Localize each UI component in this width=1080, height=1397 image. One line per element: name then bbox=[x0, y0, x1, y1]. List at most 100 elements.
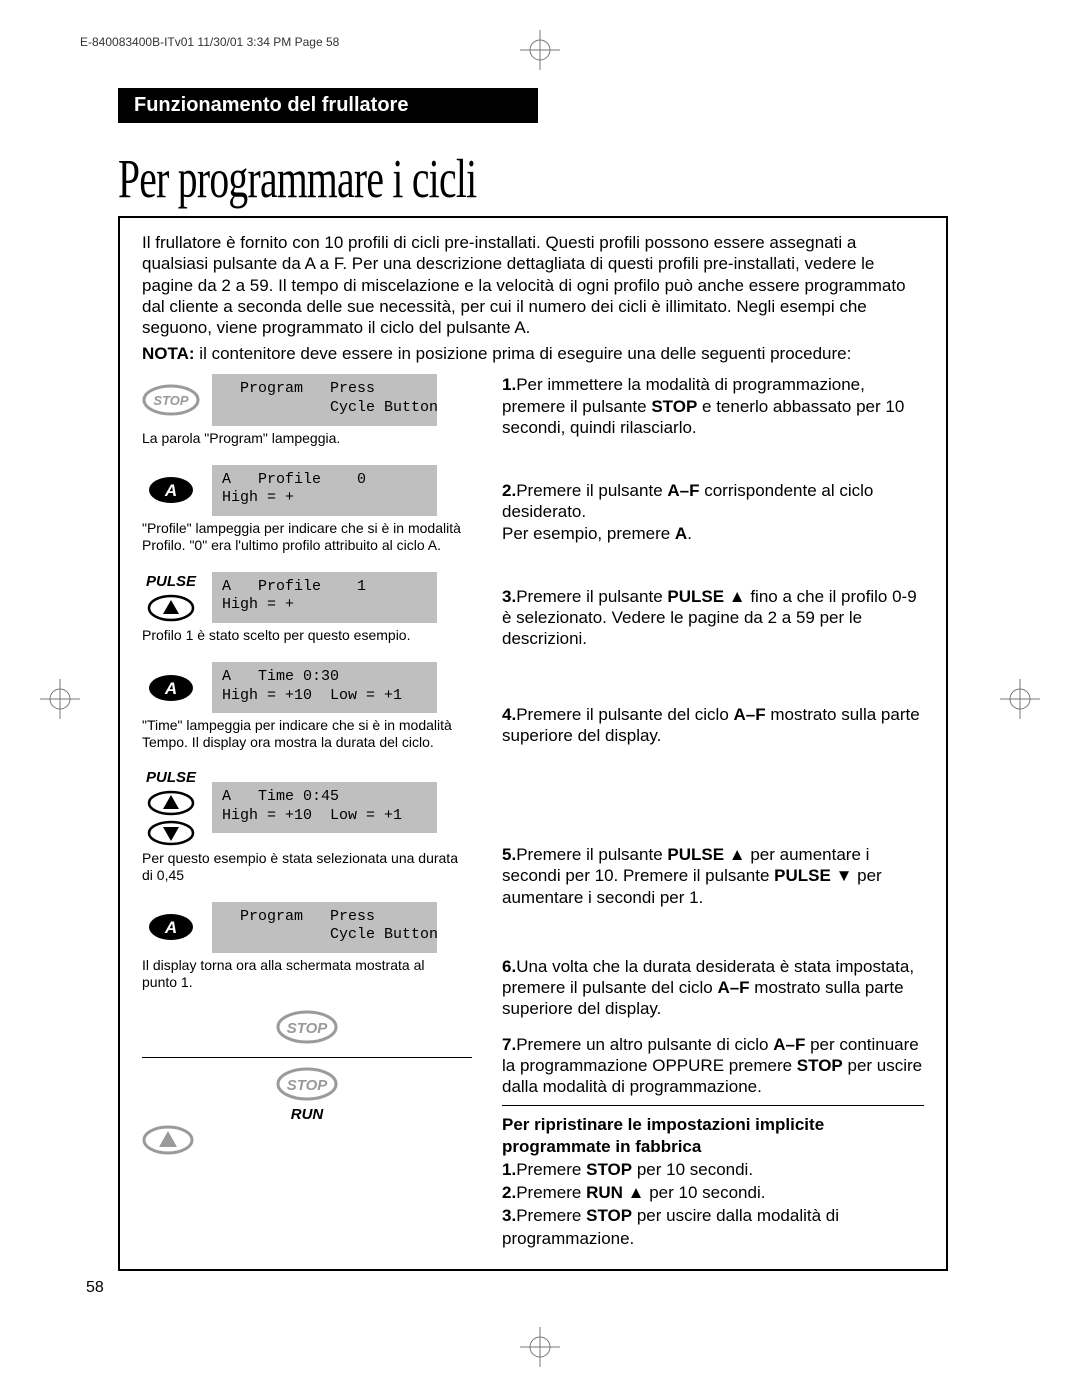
step3-a: Premere il pulsante bbox=[516, 587, 667, 606]
step2-f: . bbox=[687, 524, 692, 543]
step2-d: Per esempio, premere bbox=[502, 524, 675, 543]
stop-icon-row-1: STOP bbox=[142, 1009, 472, 1045]
reset2-c: ▲ per 10 secondi. bbox=[623, 1183, 766, 1202]
step5-a: Premere il pulsante bbox=[516, 845, 667, 864]
reset1-c: per 10 secondi. bbox=[632, 1160, 753, 1179]
step7-a: Premere un altro pulsante di ciclo bbox=[516, 1035, 773, 1054]
step3-num: 3. bbox=[502, 587, 516, 606]
reset3-b: STOP bbox=[586, 1206, 632, 1225]
svg-text:STOP: STOP bbox=[287, 1077, 329, 1094]
reset-heading: Per ripristinare le impostazioni implici… bbox=[502, 1114, 924, 1157]
run-up-icon bbox=[142, 1125, 194, 1155]
stop-icon-3: STOP bbox=[276, 1066, 338, 1102]
pulse-up-icon-2 bbox=[147, 790, 195, 816]
block-1: STOP Program Press Cycle Button La parol… bbox=[142, 374, 472, 446]
crop-mark-top bbox=[520, 30, 560, 70]
run-label: RUN bbox=[142, 1106, 472, 1123]
intro-paragraph: Il frullatore è fornito con 10 profili d… bbox=[142, 232, 924, 338]
nota-line: NOTA: il contenitore deve essere in posi… bbox=[142, 344, 924, 364]
step2-e: A bbox=[675, 524, 687, 543]
reset1-num: 1. bbox=[502, 1160, 516, 1179]
step-7: 7.Premere un altro pulsante di ciclo A–F… bbox=[502, 1034, 924, 1098]
reset-2: 2.Premere RUN ▲ per 10 secondi. bbox=[502, 1182, 924, 1205]
lcd4-line1: A Time 0:30 bbox=[222, 668, 339, 685]
svg-text:STOP: STOP bbox=[287, 1020, 329, 1037]
lcd5-line1: A Time 0:45 bbox=[222, 788, 339, 805]
lcd1-line2: Cycle Button bbox=[222, 399, 438, 416]
caption-3: Profilo 1 è stato scelto per questo esem… bbox=[142, 627, 462, 644]
reset-1: 1.Premere STOP per 10 secondi. bbox=[502, 1159, 924, 1182]
nota-text: il contenitore deve essere in posizione … bbox=[195, 344, 852, 363]
separator-2 bbox=[502, 1105, 924, 1106]
lcd2-line2: High = + bbox=[222, 489, 294, 506]
block-2: A A Profile 0 High = + "Profile" lampegg… bbox=[142, 465, 472, 554]
step4-num: 4. bbox=[502, 705, 516, 724]
right-column: 1.Per immettere la modalità di programma… bbox=[502, 374, 924, 1250]
lcd-1: Program Press Cycle Button bbox=[212, 374, 437, 426]
step5-num: 5. bbox=[502, 845, 516, 864]
content-box: Il frullatore è fornito con 10 profili d… bbox=[118, 216, 948, 1271]
lcd-4: A Time 0:30 High = +10 Low = +1 bbox=[212, 662, 437, 714]
a-button-icon-2: A bbox=[147, 673, 195, 703]
step1-b: STOP bbox=[651, 397, 697, 416]
svg-text:A: A bbox=[164, 679, 177, 698]
pulse-down-icon bbox=[147, 820, 195, 846]
step-3: 3.Premere il pulsante PULSE ▲ fino a che… bbox=[502, 586, 924, 650]
pulse-up-icon bbox=[147, 594, 195, 622]
svg-text:A: A bbox=[164, 918, 177, 937]
stop-icon: STOP bbox=[142, 384, 200, 416]
svg-text:A: A bbox=[164, 481, 177, 500]
reset2-num: 2. bbox=[502, 1183, 516, 1202]
lcd5-line2: High = +10 Low = +1 bbox=[222, 807, 402, 824]
lcd-2: A Profile 0 High = + bbox=[212, 465, 437, 517]
reset3-num: 3. bbox=[502, 1206, 516, 1225]
step2-num: 2. bbox=[502, 481, 516, 500]
reset1-a: Premere bbox=[516, 1160, 586, 1179]
separator bbox=[142, 1057, 472, 1058]
step2-b: A–F bbox=[667, 481, 699, 500]
reset-3: 3.Premere STOP per uscire dalla modalità… bbox=[502, 1205, 924, 1251]
main-heading: Per programmare i cicli bbox=[118, 147, 716, 210]
step2-a: Premere il pulsante bbox=[516, 481, 667, 500]
nota-label: NOTA: bbox=[142, 344, 195, 363]
page-content: Funzionamento del frullatore Per program… bbox=[118, 88, 948, 1271]
step4-b: A–F bbox=[734, 705, 766, 724]
lcd-3: A Profile 1 High = + bbox=[212, 572, 437, 624]
stop-icon-2: STOP bbox=[276, 1009, 338, 1045]
caption-5: Per questo esempio è stata selezionata u… bbox=[142, 850, 462, 884]
a-button-icon: A bbox=[147, 475, 195, 505]
reset1-b: STOP bbox=[586, 1160, 632, 1179]
pulse-label-1: PULSE bbox=[146, 573, 196, 590]
left-column: STOP Program Press Cycle Button La parol… bbox=[142, 374, 472, 1250]
lcd-6: Program Press Cycle Button bbox=[212, 902, 437, 954]
crop-mark-bottom bbox=[520, 1327, 560, 1367]
block-5: PULSE A Time 0:45 High = +10 Low = +1 bbox=[142, 769, 472, 884]
reset3-a: Premere bbox=[516, 1206, 586, 1225]
lcd3-line2: High = + bbox=[222, 596, 294, 613]
crop-mark-right bbox=[1000, 679, 1040, 719]
lcd3-line1: A Profile 1 bbox=[222, 578, 366, 595]
step5-b: PULSE bbox=[667, 845, 724, 864]
step1-num: 1. bbox=[502, 375, 516, 394]
lcd6-line2: Cycle Button bbox=[222, 926, 438, 943]
caption-4: "Time" lampeggia per indicare che si è i… bbox=[142, 717, 462, 751]
step-2: 2.Premere il pulsante A–F corrispondente… bbox=[502, 480, 924, 544]
page-number: 58 bbox=[86, 1279, 104, 1297]
crop-mark-left bbox=[40, 679, 80, 719]
block-3: PULSE A Profile 1 High = + Profilo 1 è s… bbox=[142, 572, 472, 644]
step5-d: PULSE bbox=[774, 866, 831, 885]
step-5: 5.Premere il pulsante PULSE ▲ per aument… bbox=[502, 844, 924, 908]
pulse-label-2: PULSE bbox=[146, 769, 196, 786]
print-header-line: E-840083400B-ITv01 11/30/01 3:34 PM Page… bbox=[80, 35, 339, 49]
block-6: A Program Press Cycle Button Il display … bbox=[142, 902, 472, 991]
step6-b: A–F bbox=[717, 978, 749, 997]
caption-2: "Profile" lampeggia per indicare che si … bbox=[142, 520, 462, 554]
lcd4-line2: High = +10 Low = +1 bbox=[222, 687, 402, 704]
lcd6-line1: Program Press bbox=[222, 908, 375, 925]
a-button-icon-3: A bbox=[147, 912, 195, 942]
section-title: Funzionamento del frullatore bbox=[118, 88, 538, 123]
block-4: A A Time 0:30 High = +10 Low = +1 "Time"… bbox=[142, 662, 472, 751]
caption-6: Il display torna ora alla schermata most… bbox=[142, 957, 462, 991]
stop-icon-row-2: STOP bbox=[142, 1066, 472, 1102]
lcd2-line1: A Profile 0 bbox=[222, 471, 366, 488]
